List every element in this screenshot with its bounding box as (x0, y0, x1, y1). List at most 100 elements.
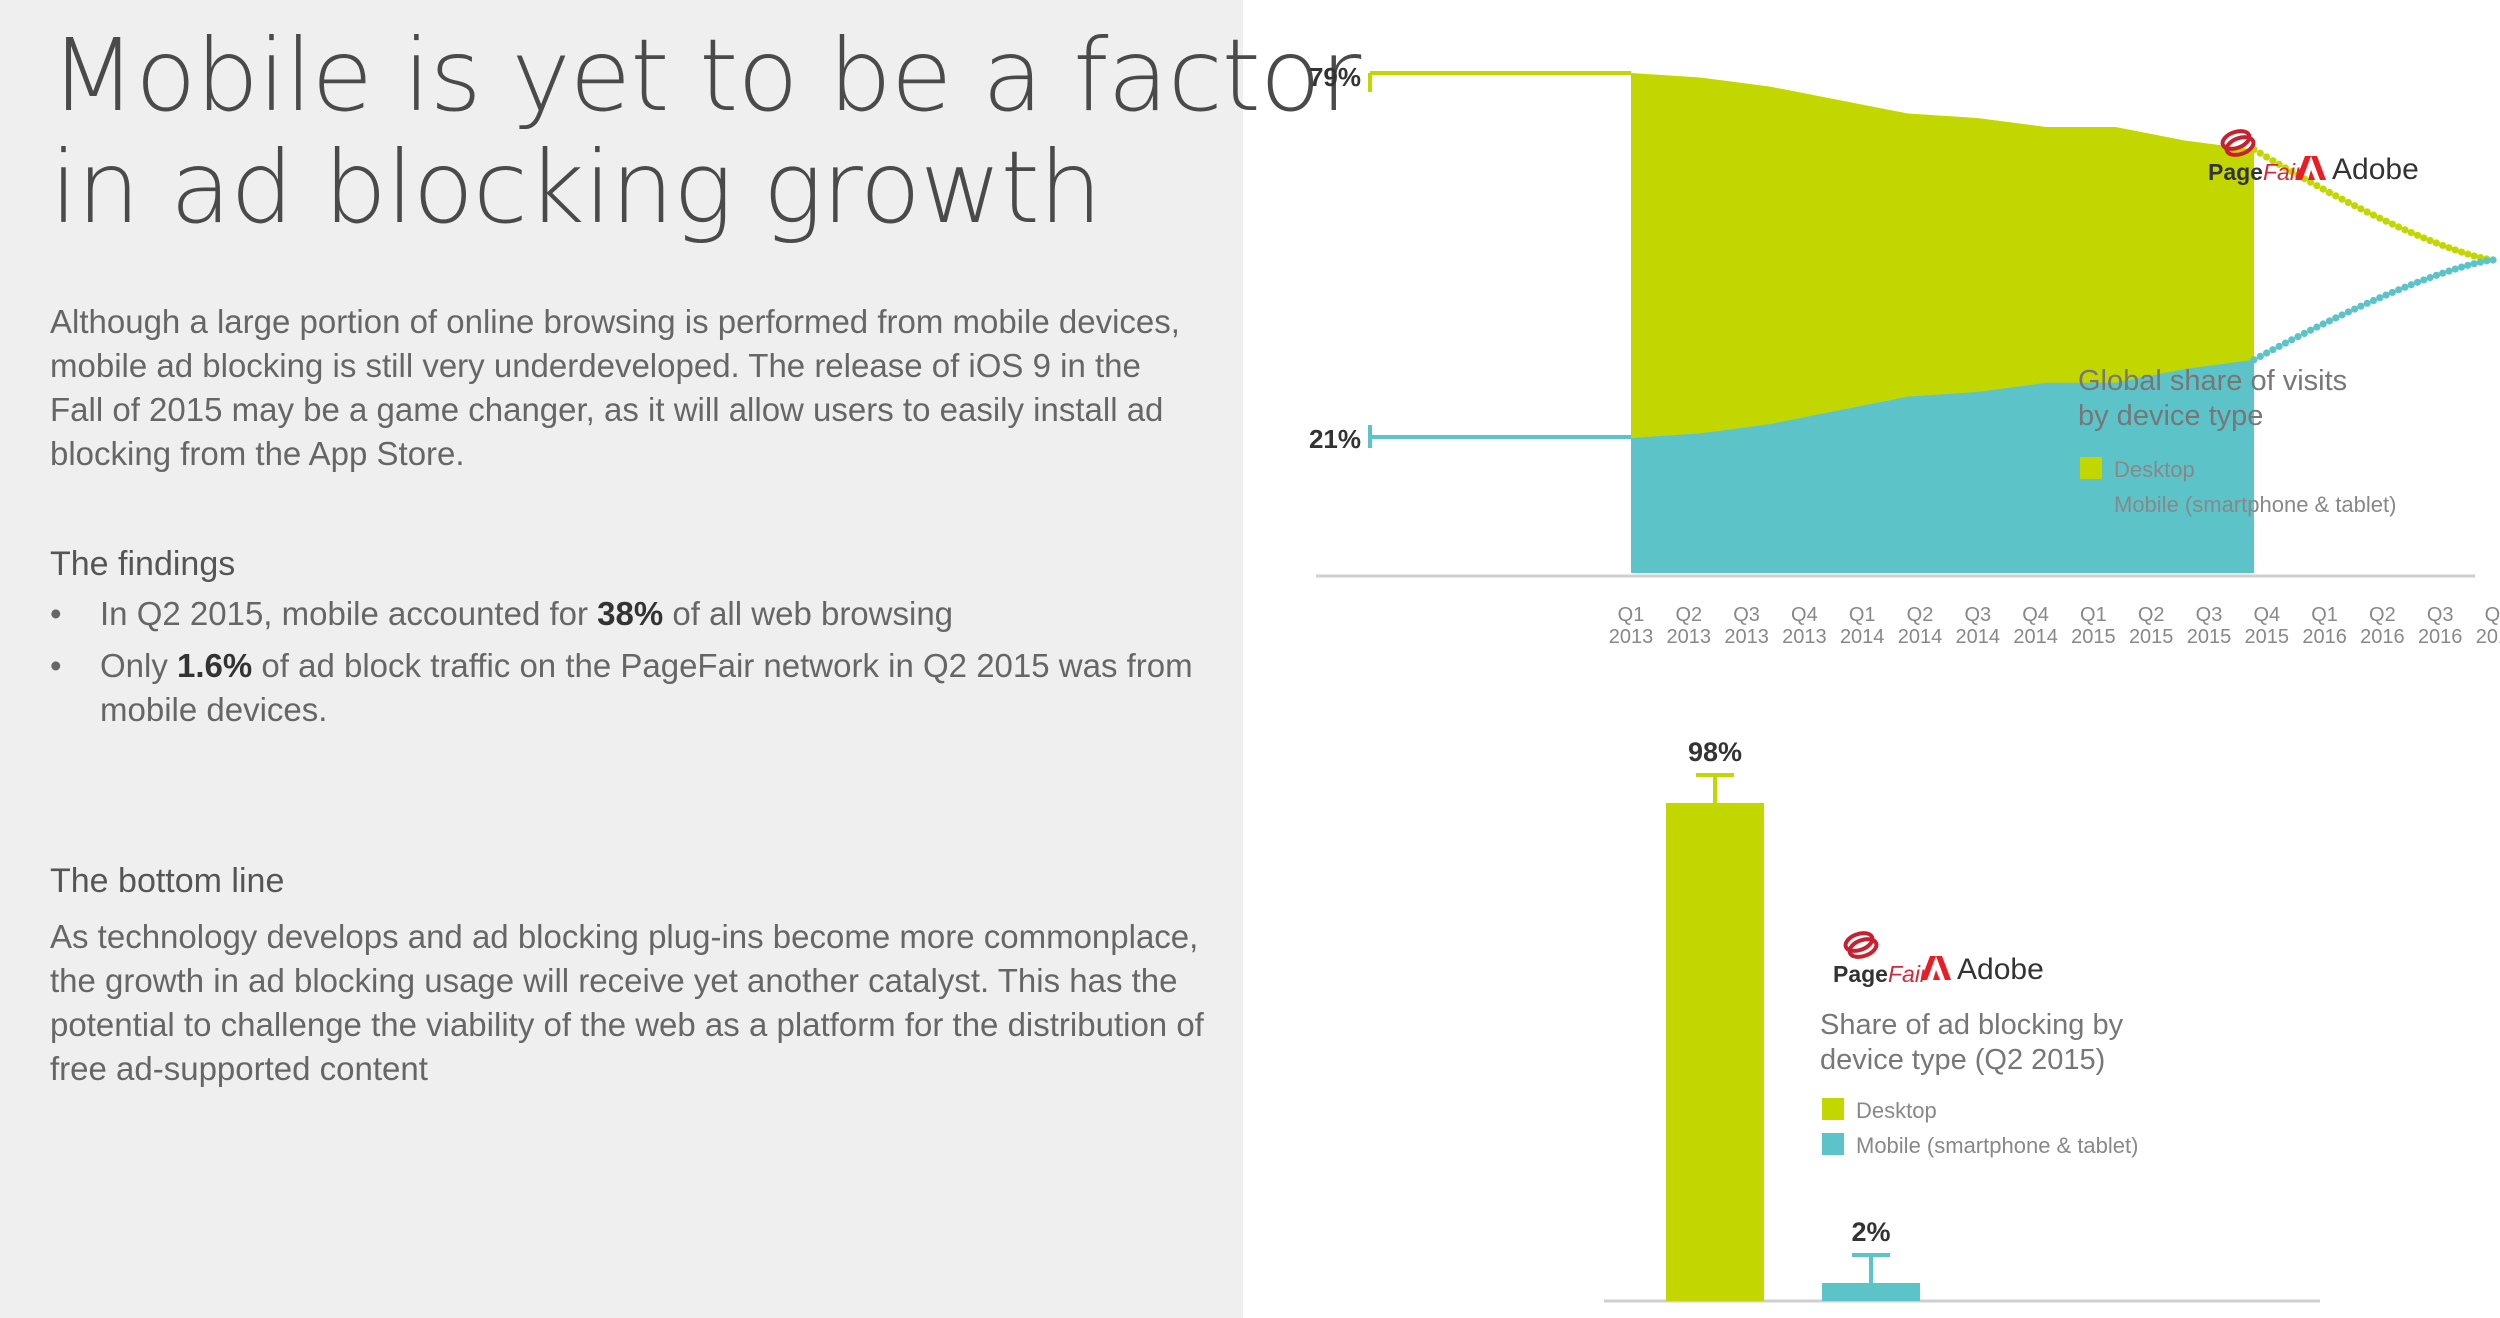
projection-dot-mobile (2307, 326, 2315, 334)
mobile-start-marker (1368, 425, 1631, 448)
projection-dot-desktop (2470, 252, 2478, 260)
x-tick-quarter: Q2 (1907, 604, 1934, 626)
projection-dot-mobile (2464, 261, 2472, 269)
projection-dot-mobile (2413, 278, 2422, 286)
projection-dot-mobile (2420, 276, 2428, 284)
projection-dot-mobile (2319, 320, 2327, 328)
projection-dot-desktop (2363, 208, 2371, 216)
projection-dot-mobile (2369, 296, 2378, 305)
mobile-start-label: 21% (1309, 424, 1361, 454)
desktop-start-marker (1368, 71, 1631, 92)
pagefair-logo: PageFair (1833, 931, 1929, 987)
adobe-logo: Adobe (2296, 153, 2419, 186)
projection-dot-desktop (2432, 239, 2440, 247)
finding-text: In Q2 2015, mobile accounted for (100, 595, 598, 632)
projection-dot-mobile (2476, 258, 2485, 266)
projection-dot-mobile (2275, 342, 2283, 350)
bar-mobile-marker (1852, 1253, 1890, 1283)
projection-dot-mobile (2432, 271, 2440, 279)
chart2-title-line2: device type (Q2 2015) (1820, 1044, 2105, 1076)
findings-list: In Q2 2015, mobile accounted for 38% of … (50, 592, 1200, 740)
pagefair-logo-page: Page (2208, 159, 2263, 185)
projection-dot-mobile (2388, 288, 2396, 297)
slide-title-line1: Mobile is yet to be a factor (50, 17, 1361, 134)
device-share-area-chart: Q12013Q22013Q32013Q42013Q12014Q22014Q320… (1309, 62, 2500, 648)
x-tick-quarter: Q3 (1733, 604, 1760, 626)
finding-highlight: 1.6% (177, 647, 253, 684)
projection-dot-desktop (2420, 234, 2428, 242)
x-tick-year: 2015 (2187, 626, 2232, 648)
projection-dot-desktop (2357, 205, 2365, 213)
finding-text: Only (100, 647, 178, 684)
projection-dot-desktop (2288, 168, 2296, 176)
projection-dot-desktop (2332, 192, 2340, 200)
projection-dot-mobile (2483, 257, 2491, 265)
pagefair-logo-page: Page (1833, 961, 1888, 987)
adobe-logo-text: Adobe (2332, 153, 2419, 186)
x-tick-quarter: Q1 (1849, 604, 1876, 626)
projection-dot-desktop (2275, 160, 2283, 168)
projection-dot-desktop (2413, 231, 2422, 239)
x-tick-quarter: Q1 (2311, 604, 2338, 626)
projection-dot-desktop (2307, 178, 2315, 186)
legend-mobile-swatch (2080, 492, 2102, 514)
x-tick-year: 2015 (2129, 626, 2174, 648)
pagefair-logo-fair: Fair (1888, 961, 1929, 987)
projection-dot-mobile (2401, 283, 2409, 291)
projection-dot-desktop (2376, 214, 2384, 222)
adobe-logo-text: Adobe (1957, 953, 2044, 986)
projection-dot-desktop (2319, 185, 2327, 193)
svg-text:PageFair: PageFair (2208, 159, 2304, 185)
projection-dot-mobile (2250, 356, 2258, 364)
projection-dot-mobile (2269, 346, 2277, 354)
projection-dot-desktop (2407, 228, 2415, 237)
slide-title: Mobile is yet to be a factor in ad block… (50, 17, 1361, 244)
desktop-start-label: 79% (1309, 62, 1361, 92)
projection-dot-desktop (2445, 244, 2453, 252)
adobe-logo-icon (2296, 156, 2326, 180)
projection-dot-mobile (2338, 311, 2346, 319)
projection-dot-mobile (2451, 265, 2459, 273)
projection-dot-desktop (2338, 195, 2346, 203)
projection-dot-mobile (2357, 302, 2365, 310)
projection-dot-desktop (2401, 226, 2409, 234)
bar-mobile (1822, 1283, 1920, 1301)
x-tick-year: 2014 (2013, 626, 2058, 648)
x-tick-quarter: Q2 (2138, 604, 2165, 626)
pagefair-logo-icon (2220, 129, 2256, 157)
x-axis-ticks: Q12013Q22013Q32013Q42013Q12014Q22014Q320… (1609, 604, 2500, 648)
x-tick-quarter: Q3 (2427, 604, 2454, 626)
projection-dot-desktop (2344, 198, 2352, 207)
finding-item: In Q2 2015, mobile accounted for 38% of … (50, 592, 1200, 636)
x-tick-year: 2015 (2071, 626, 2116, 648)
projection-dot-desktop (2325, 188, 2334, 197)
ad-blocking-bar-chart: 98% 2% PageFair Adobe Share of ad blocki… (1604, 737, 2320, 1303)
projection-dot-mobile (2426, 273, 2434, 282)
bar-desktop (1666, 802, 1764, 1301)
projection-dot-mobile (2489, 256, 2497, 264)
svg-text:PageFair: PageFair (1833, 961, 1929, 987)
legend-desktop-label: Desktop (2114, 457, 2195, 482)
projection-dot-mobile (2351, 305, 2359, 313)
projection-dot-mobile (2262, 349, 2271, 357)
chart2-title-line1: Share of ad blocking by (1820, 1009, 2124, 1041)
projection-dot-desktop (2313, 182, 2321, 190)
projection-dot-mobile (2281, 339, 2290, 347)
pagefair-logo: PageFair (2208, 129, 2304, 185)
x-tick-quarter: Q4 (2253, 604, 2280, 626)
projection-dot-mobile (2288, 336, 2296, 344)
bar-mobile-value-label: 2% (1851, 1217, 1890, 1247)
projection-dot-desktop (2464, 250, 2472, 258)
projection-dot-desktop (2382, 217, 2390, 225)
mobile-area (1631, 359, 2254, 573)
projection-dot-mobile (2332, 314, 2340, 322)
legend-mobile-swatch (1822, 1133, 1844, 1155)
bar-desktop-value-label: 98% (1688, 737, 1742, 767)
x-tick-year: 2013 (1667, 626, 1712, 648)
adobe-logo: Adobe (1921, 953, 2044, 986)
projection-dot-desktop (2262, 153, 2271, 161)
finding-item: Only 1.6% of ad block traffic on the Pag… (50, 644, 1200, 732)
x-tick-year: 2013 (1724, 626, 1769, 648)
x-tick-year: 2014 (1956, 626, 2001, 648)
x-tick-quarter: Q4 (2485, 604, 2500, 626)
